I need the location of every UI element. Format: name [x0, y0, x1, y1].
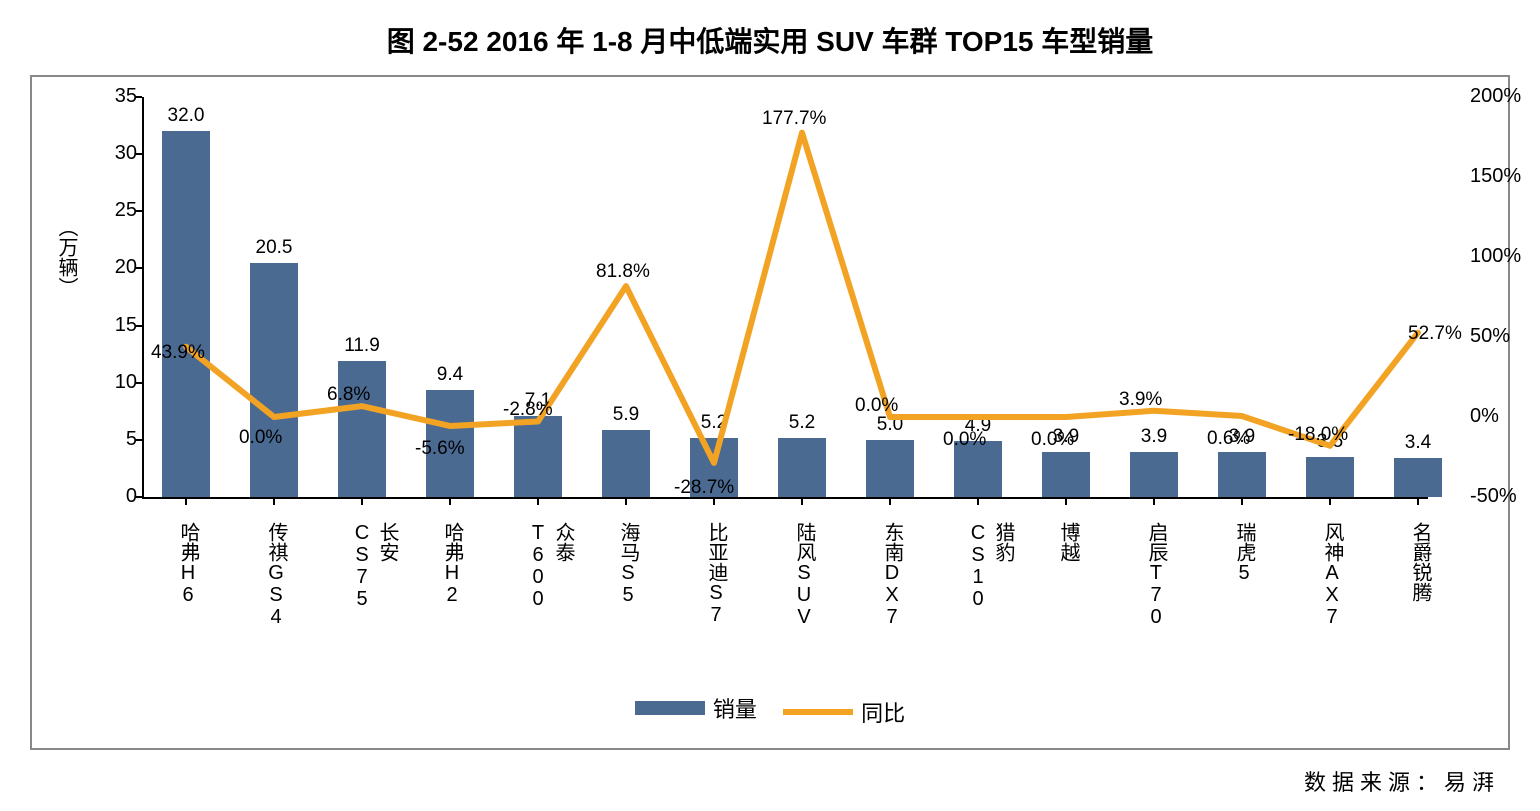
x-tick [1065, 497, 1067, 505]
y-right-tick: 100% [1470, 245, 1540, 268]
line-value-label: 0.0% [943, 429, 986, 451]
legend-label-line: 同比 [861, 696, 905, 728]
line-value-label: 81.8% [596, 261, 650, 283]
bar-value-label: 5.2 [772, 412, 832, 434]
y-right-tick: -50% [1470, 485, 1540, 508]
y-left-tick: 15 [87, 314, 137, 337]
line-value-label: -18.0% [1288, 424, 1348, 446]
y-left-tick: 5 [87, 428, 137, 451]
x-tick [537, 497, 539, 505]
bar-value-label: 5.2 [684, 412, 744, 434]
line-value-label: -2.8% [503, 399, 553, 421]
legend-item-bar: 销量 [635, 692, 757, 724]
legend-swatch-line [783, 709, 853, 715]
bar-value-label: 5.0 [860, 414, 920, 436]
legend: 销量 同比 [32, 677, 1508, 748]
x-tick [1417, 497, 1419, 505]
line-value-label: 0.0% [1031, 429, 1074, 451]
bar [514, 416, 562, 497]
line-value-label: 0.6% [1207, 428, 1250, 450]
bar-value-label: 3.9 [1124, 426, 1184, 448]
legend-label-bar: 销量 [713, 692, 757, 724]
y-left-tick: 10 [87, 371, 137, 394]
line-value-label: 0.0% [855, 395, 898, 417]
line-value-label: 52.7% [1408, 323, 1462, 345]
x-axis-label: 众泰T600 [526, 522, 578, 647]
bar-value-label: 5.9 [596, 404, 656, 426]
y-left-tick: 20 [87, 256, 137, 279]
y-right-tick: 200% [1470, 85, 1540, 108]
x-tick [1329, 497, 1331, 505]
bar [1394, 458, 1442, 497]
bar-value-label: 20.5 [244, 237, 304, 259]
x-axis-label: 名爵锐腾 [1406, 522, 1435, 602]
bar [778, 438, 826, 497]
chart-area: （万辆） 05101520253035 -50%0%50%100%150%200… [32, 77, 1508, 677]
y-left-tick: 35 [87, 85, 137, 108]
x-axis-label: 东南DX7 [878, 522, 907, 628]
x-tick [273, 497, 275, 505]
x-axis-label: 海马S5 [614, 522, 643, 606]
x-tick [625, 497, 627, 505]
chart-title: 图 2-52 2016 年 1-8 月中低端实用 SUV 车群 TOP15 车型… [0, 0, 1540, 75]
x-axis-label: 猎豹CS10 [966, 522, 1018, 647]
x-tick [713, 497, 715, 505]
x-tick [977, 497, 979, 505]
x-tick [1241, 497, 1243, 505]
bar-value-label: 11.9 [332, 335, 392, 357]
line-value-label: 43.9% [151, 342, 205, 364]
x-tick [1153, 497, 1155, 505]
y-left-axis-label: （万辆） [52, 217, 81, 297]
bar [1042, 452, 1090, 497]
y-left-tick: 30 [87, 142, 137, 165]
x-axis-label: 传祺GS4 [262, 522, 291, 628]
x-axis-labels: 哈弗H6 传祺GS4 长安CS75 哈弗H2 众泰T600 海马S5 比亚迪S7 陆风SUV 东… [142, 517, 1462, 647]
x-tick [361, 497, 363, 505]
y-right-tick: 150% [1470, 165, 1540, 188]
plot-area: 32.020.511.99.47.15.95.25.25.04.93.93.93… [142, 97, 1462, 497]
chart-frame: （万辆） 05101520253035 -50%0%50%100%150%200… [30, 75, 1510, 750]
x-axis-label: 博越 [1054, 522, 1083, 562]
bar-value-label: 3.4 [1388, 432, 1448, 454]
x-axis-label: 比亚迪S7 [702, 522, 731, 626]
x-axis-label: 风神AX7 [1318, 522, 1347, 628]
source-label: 数据来源：易湃 [0, 750, 1540, 797]
legend-item-line: 同比 [783, 696, 905, 728]
x-tick [801, 497, 803, 505]
bar [866, 440, 914, 497]
line-value-label: -28.7% [674, 477, 734, 499]
x-tick [889, 497, 891, 505]
line-value-label: 6.8% [327, 384, 370, 406]
legend-swatch-bar [635, 701, 705, 715]
bar-value-label: 32.0 [156, 105, 216, 127]
y-right-tick: 0% [1470, 405, 1540, 428]
bar [602, 430, 650, 497]
x-axis-line [142, 497, 1428, 499]
line-value-label: -5.6% [415, 438, 465, 460]
x-tick [185, 497, 187, 505]
y-left-tick: 25 [87, 199, 137, 222]
x-axis-label: 哈弗H2 [438, 522, 467, 606]
bar [1130, 452, 1178, 497]
line-value-label: 0.0% [239, 427, 282, 449]
bar [250, 263, 298, 497]
bar [162, 131, 210, 497]
bar-value-label: 9.4 [420, 364, 480, 386]
bar [1218, 452, 1266, 497]
x-axis-label: 启辰T70 [1142, 522, 1171, 628]
x-axis-label: 陆风SUV [790, 522, 819, 628]
x-axis-label: 哈弗H6 [174, 522, 203, 606]
x-tick [449, 497, 451, 505]
line-value-label: 177.7% [762, 108, 826, 130]
x-axis-label: 长安CS75 [350, 522, 402, 647]
x-axis-label: 瑞虎5 [1230, 522, 1259, 584]
bar [338, 361, 386, 497]
bar [1306, 457, 1354, 497]
y-left-tick: 0 [87, 485, 137, 508]
line-value-label: 3.9% [1119, 389, 1162, 411]
y-right-tick: 50% [1470, 325, 1540, 348]
